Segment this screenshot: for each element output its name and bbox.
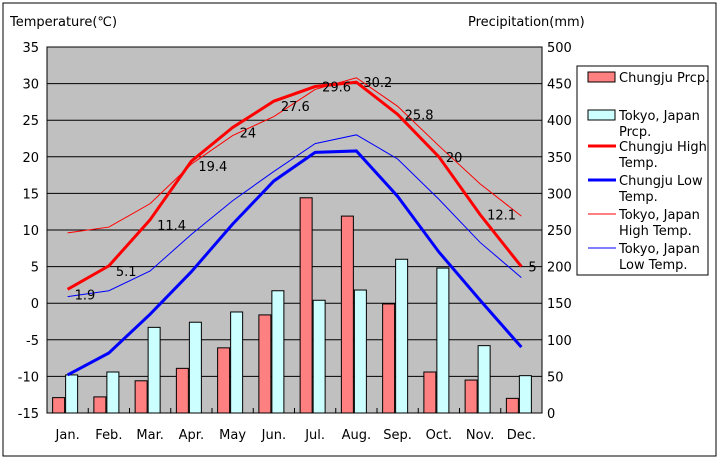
chungju-precip-bar <box>134 380 148 414</box>
y-tick-label-right: 50 <box>547 370 564 385</box>
tokyo-precip-bar <box>312 299 326 414</box>
y-axis-label-right: Precipitation(mm) <box>468 15 585 30</box>
data-label: 11.4 <box>157 219 186 234</box>
x-tick-label: Jan. <box>55 428 80 443</box>
line-tokyo-japan-low-temp- <box>67 134 522 298</box>
chungju-precip-bar <box>258 314 272 414</box>
data-label: 12.1 <box>487 209 516 224</box>
chungju-precip-bar <box>299 197 313 414</box>
data-label: 5 <box>528 261 536 276</box>
y-tick-label-left: 30 <box>22 78 39 93</box>
tokyo-precip-bar <box>106 371 120 414</box>
y-tick-label-left: 10 <box>22 224 39 239</box>
chungju-precip-bar <box>382 303 396 414</box>
line-chungju-low-temp- <box>66 149 523 377</box>
x-tick-label: Jun. <box>261 428 286 443</box>
legend-label: High Temp. <box>619 224 692 239</box>
data-label: 20 <box>446 151 463 166</box>
line-tokyo-japan-high-temp- <box>67 77 522 234</box>
x-tick-label: Apr. <box>179 428 204 443</box>
data-label: 30.2 <box>363 76 392 91</box>
data-label: 24 <box>240 127 257 142</box>
legend-label: Prcp. <box>619 125 651 140</box>
y-axis-label-left: Temperature(℃) <box>9 15 117 30</box>
chungju-precip-bar <box>464 379 478 414</box>
y-tick-label-right: 200 <box>547 261 572 276</box>
y-tick-label-right: 150 <box>547 297 572 312</box>
legend-label: Chungju Prcp. <box>619 71 709 86</box>
x-tick-label: Aug. <box>342 428 372 443</box>
y-tick-label-left: 0 <box>31 297 39 312</box>
legend-swatch <box>587 109 616 121</box>
x-tick-label: Dec. <box>507 428 536 443</box>
y-tick-label-left: -5 <box>26 334 39 349</box>
line-chungju-high-temp- <box>66 80 523 291</box>
y-tick-label-left: -10 <box>18 370 39 385</box>
data-label: 19.4 <box>198 160 227 175</box>
chungju-precip-bar <box>93 396 107 414</box>
y-tick-label-right: 250 <box>547 224 572 239</box>
x-tick-label: Mar. <box>136 428 163 443</box>
legend-label: Temp. <box>618 190 658 205</box>
chungju-precip-bar <box>423 371 437 414</box>
data-label: 25.8 <box>405 108 434 123</box>
tokyo-precip-bar <box>147 326 161 414</box>
tokyo-precip-bar <box>518 375 532 414</box>
chungju-precip-bar <box>217 347 231 414</box>
chart-border <box>2 2 717 457</box>
data-label: 1.9 <box>75 288 96 303</box>
chungju-precip-bar <box>52 397 66 414</box>
data-label: 29.6 <box>322 81 351 96</box>
tokyo-precip-bar <box>271 290 285 414</box>
y-tick-label-right: 350 <box>547 151 572 166</box>
legend-label: Chungju High <box>619 140 707 155</box>
y-tick-label-right: 500 <box>547 41 572 56</box>
tokyo-precip-bar <box>65 374 79 414</box>
legend-label: Temp. <box>618 156 658 171</box>
legend-swatch <box>587 71 616 83</box>
chungju-precip-bar <box>175 367 189 414</box>
x-tick-label: May <box>219 428 246 443</box>
y-tick-label-right: 400 <box>547 114 572 129</box>
x-tick-label: Oct. <box>426 428 453 443</box>
x-tick-label: Sep. <box>383 428 412 443</box>
data-label: 5.1 <box>116 265 137 280</box>
y-tick-label-left: 25 <box>22 114 39 129</box>
chungju-precip-bar <box>505 397 519 414</box>
tokyo-precip-bar <box>353 289 367 414</box>
y-tick-label-left: 15 <box>22 187 39 202</box>
x-tick-label: Jul. <box>304 428 325 443</box>
y-tick-label-left: 5 <box>31 261 39 276</box>
tokyo-precip-bar <box>188 321 202 414</box>
y-tick-label-left: -15 <box>18 407 39 422</box>
tokyo-precip-bar <box>395 258 409 414</box>
y-tick-label-right: 300 <box>547 187 572 202</box>
y-tick-label-right: 100 <box>547 334 572 349</box>
y-tick-label-right: 0 <box>547 407 555 422</box>
legend-label: Chungju Low <box>619 174 703 189</box>
data-label: 27.6 <box>281 100 310 115</box>
tokyo-precip-bar <box>436 267 450 414</box>
legend-label: Tokyo, Japan <box>618 208 700 223</box>
legend-label: Tokyo, Japan <box>618 109 700 124</box>
legend-label: Low Temp. <box>619 258 688 273</box>
chungju-precip-bar <box>340 215 354 414</box>
tokyo-precip-bar <box>477 345 491 414</box>
tokyo-precip-bar <box>230 311 244 414</box>
legend-label: Tokyo, Japan <box>618 242 700 257</box>
y-tick-label-left: 35 <box>22 41 39 56</box>
y-tick-label-right: 450 <box>547 78 572 93</box>
x-tick-label: Nov. <box>466 428 495 443</box>
x-tick-label: Feb. <box>95 428 122 443</box>
y-tick-label-left: 20 <box>22 151 39 166</box>
